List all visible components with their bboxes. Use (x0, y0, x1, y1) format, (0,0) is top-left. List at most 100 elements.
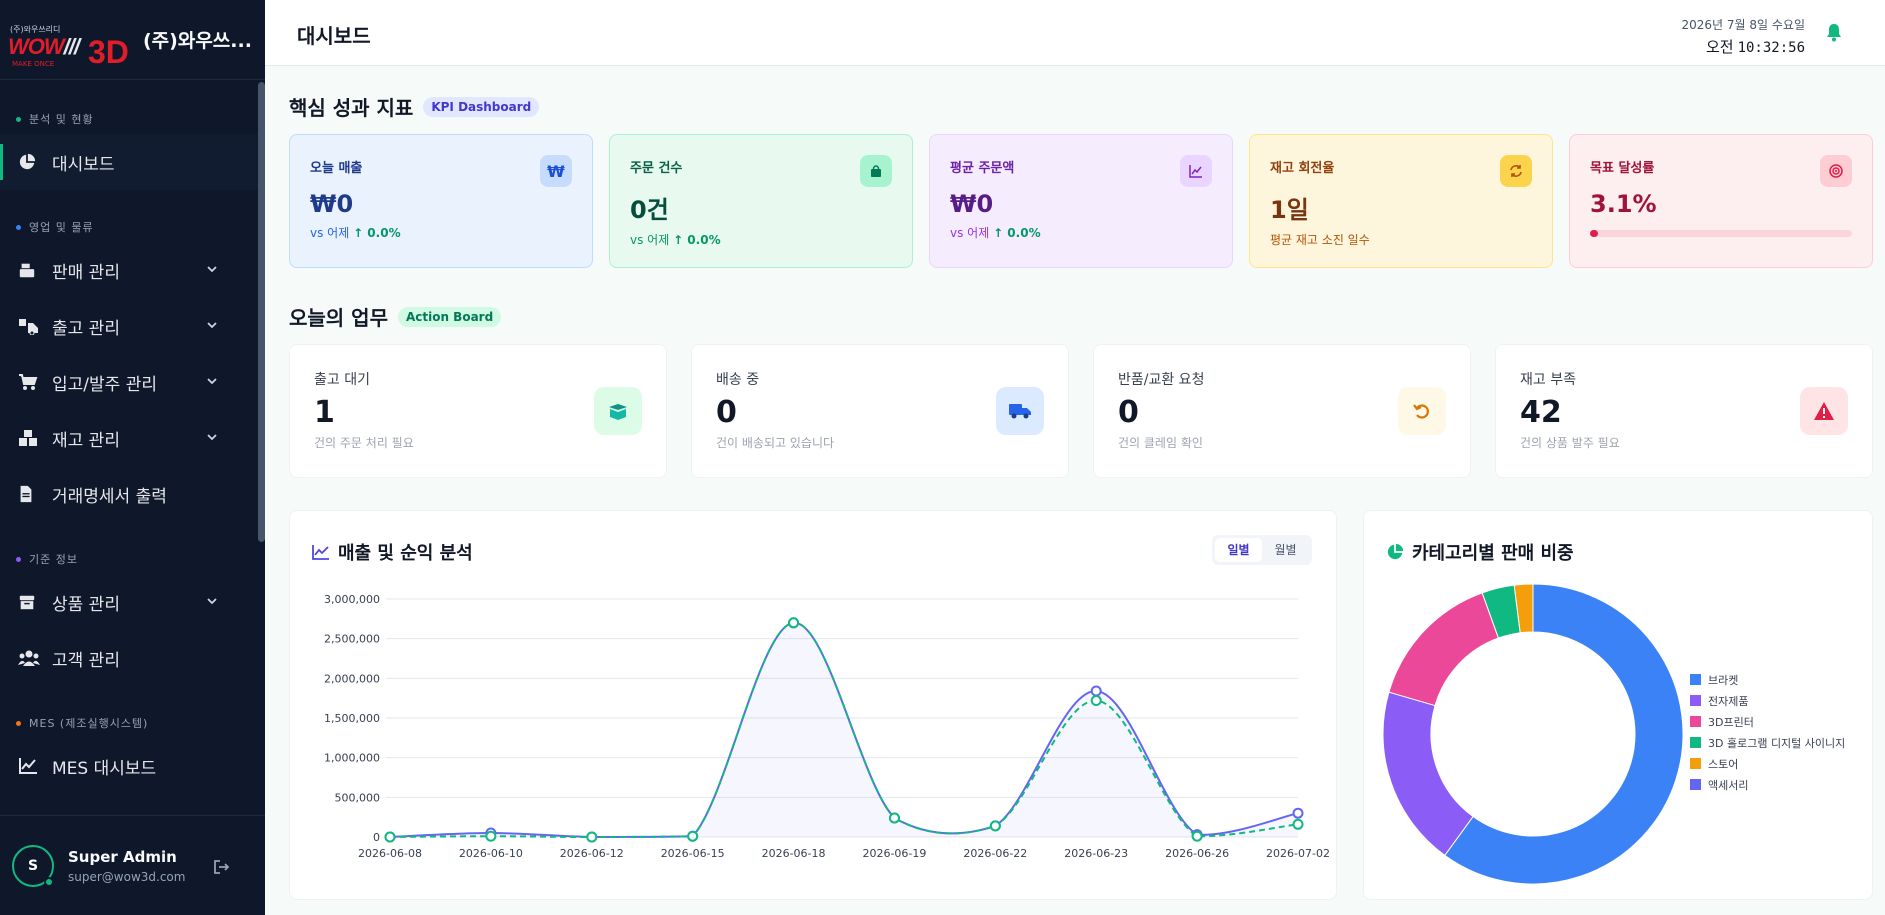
action-card-in-delivery[interactable]: 배송 중 0 건이 배송되고 있습니다 (691, 344, 1069, 478)
legend-item[interactable]: 스토어 (1690, 753, 1845, 774)
user-email: super@wow3d.com (68, 869, 186, 884)
action-label: 재고 부족 (1520, 372, 1576, 388)
legend-item[interactable]: 액세서리 (1690, 774, 1845, 795)
boxes-icon (18, 429, 52, 447)
toggle-daily[interactable]: 일별 (1215, 538, 1262, 562)
cash-register-icon (18, 261, 52, 279)
action-card-pending-shipment[interactable]: 출고 대기 1 건의 주문 처리 필요 (289, 344, 667, 478)
sidebar-item-mes-dashboard[interactable]: MES 대시보드 (0, 738, 258, 794)
x-tick-label: 2026-06-22 (963, 847, 1027, 860)
line-chart-icon (18, 757, 52, 775)
sidebar-scrollbar[interactable] (258, 82, 265, 542)
section-dot (16, 556, 21, 562)
toggle-monthly[interactable]: 월별 (1274, 543, 1297, 557)
logo-wow: WOW/// (8, 33, 80, 59)
legend-swatch (1690, 737, 1701, 748)
sidebar-item-customers[interactable]: 고객 관리 (0, 630, 258, 686)
pie-chart-icon (1387, 543, 1404, 560)
kpi-card-avg-order[interactable]: 평균 주문액 ₩0 vs 어제 ↑ 0.0% (929, 134, 1233, 268)
kpi-card-orders[interactable]: 주문 건수 0건 vs 어제 ↑ 0.0% (609, 134, 913, 268)
brand[interactable]: (주)와우쓰리디 WOW/// 3D MAKE ONCE (주)와우쓰... (0, 0, 265, 80)
action-value: 0 (1118, 395, 1139, 430)
y-tick-label: 1,000,000 (324, 752, 380, 765)
kpi-sub: vs 어제 ↑ 0.0% (310, 226, 401, 240)
action-card-low-stock[interactable]: 재고 부족 42 건의 상품 발주 필요 (1495, 344, 1873, 478)
x-tick-label: 2026-06-12 (560, 847, 624, 860)
section-analytics: 분석 및 현황 (0, 104, 258, 134)
sidebar-item-products[interactable]: 상품 관리 (0, 574, 258, 630)
x-tick-label: 2026-06-10 (459, 847, 523, 860)
pie-slice (1513, 583, 1534, 634)
kpi-sub: vs 어제 ↑ 0.0% (950, 226, 1041, 240)
section-sales-logistics: 영업 및 물류 (0, 212, 258, 242)
series-area (390, 622, 1298, 837)
data-point (788, 617, 800, 629)
kpi-card-today-sales[interactable]: 오늘 매출 ₩0 vs 어제 ↑ 0.0% ₩ (289, 134, 593, 268)
bell-icon[interactable] (1825, 22, 1843, 42)
avatar[interactable]: S (12, 844, 54, 887)
kpi-value: 1일 (1270, 196, 1309, 224)
sidebar-item-label: 재고 관리 (52, 430, 120, 451)
section-mes: MES (제조실행시스템) (0, 708, 258, 738)
sidebar-item-label: 입고/발주 관리 (52, 374, 157, 395)
page-title: 대시보드 (297, 24, 371, 48)
legend-label: 액세서리 (1708, 778, 1749, 792)
open-box-icon (594, 387, 642, 435)
sales-panel-title: 매출 및 순익 분석 (312, 539, 473, 565)
pie-slice (1382, 691, 1474, 857)
x-tick-label: 2026-07-02 (1266, 847, 1330, 860)
main-content: 핵심 성과 지표 KPI Dashboard 오늘 매출 ₩0 vs 어제 ↑ … (265, 66, 1885, 915)
section-dot (16, 224, 21, 230)
sidebar-item-inbound[interactable]: 입고/발주 관리 (0, 354, 258, 410)
users-icon (18, 649, 52, 667)
truck-loading-icon (18, 317, 52, 335)
action-badge: Action Board (397, 306, 502, 327)
y-tick-label: 2,000,000 (324, 672, 380, 685)
data-point (1292, 807, 1304, 819)
kpi-sub: 평균 재고 소진 일수 (1270, 233, 1370, 247)
x-tick-label: 2026-06-23 (1064, 847, 1128, 860)
sidebar-item-inventory[interactable]: 재고 관리 (0, 410, 258, 466)
legend-label: 브라켓 (1708, 673, 1739, 687)
sidebar-item-shipping[interactable]: 출고 관리 (0, 298, 258, 354)
data-point (485, 830, 497, 842)
action-sub: 건의 클레임 확인 (1118, 436, 1203, 450)
category-share-panel: 카테고리별 판매 비중 브라켓 전자제품 3D프린터 3D 홀로그램 디지털 사이니지… (1363, 510, 1873, 900)
sidebar-item-invoice-print[interactable]: 거래명세서 출력 (0, 466, 258, 522)
data-point (384, 831, 396, 843)
sidebar-item-label: 고객 관리 (52, 650, 120, 671)
data-point (1090, 685, 1102, 697)
action-card-returns[interactable]: 반품/교환 요청 0 건의 클레임 확인 (1093, 344, 1471, 478)
action-sub: 건이 배송되고 있습니다 (716, 436, 835, 450)
user-profile: S Super Admin super@wow3d.com (0, 815, 265, 915)
kpi-card-inventory-turnover[interactable]: 재고 회전율 1일 평균 재고 소진 일수 (1249, 134, 1553, 268)
sidebar-item-label: 대시보드 (52, 154, 115, 175)
legend-item[interactable]: 전자제품 (1690, 690, 1845, 711)
sidebar-item-dashboard[interactable]: 대시보드 (0, 134, 258, 190)
legend-label: 스토어 (1708, 757, 1739, 771)
sidebar-item-label: 출고 관리 (52, 318, 120, 339)
kpi-value: ₩0 (950, 190, 994, 218)
kpi-sub: vs 어제 ↑ 0.0% (630, 233, 721, 247)
kpi-card-goal-achievement[interactable]: 목표 달성률 3.1% (1569, 134, 1873, 268)
sidebar-item-sales[interactable]: 판매 관리 (0, 242, 258, 298)
section-dot (16, 720, 21, 726)
x-tick-label: 2026-06-19 (862, 847, 926, 860)
legend-swatch (1690, 779, 1701, 790)
x-tick-label: 2026-06-08 (358, 847, 422, 860)
chart-line-icon (312, 545, 329, 560)
goal-progress-fill (1590, 230, 1599, 237)
action-sub: 건의 주문 처리 필요 (314, 436, 414, 450)
legend-item[interactable]: 브라켓 (1690, 669, 1845, 690)
legend-item[interactable]: 3D프린터 (1690, 711, 1845, 732)
sidebar-item-label: MES 대시보드 (52, 758, 157, 779)
section-dot (16, 116, 21, 122)
chevron-down-icon (207, 434, 217, 441)
chevron-down-icon (207, 322, 217, 329)
action-label: 반품/교환 요청 (1118, 372, 1205, 388)
logout-icon[interactable] (213, 859, 231, 875)
chart-line-icon (1180, 155, 1212, 187)
legend-item[interactable]: 3D 홀로그램 디지털 사이니지 (1690, 732, 1845, 753)
shopping-bag-icon (860, 155, 892, 187)
